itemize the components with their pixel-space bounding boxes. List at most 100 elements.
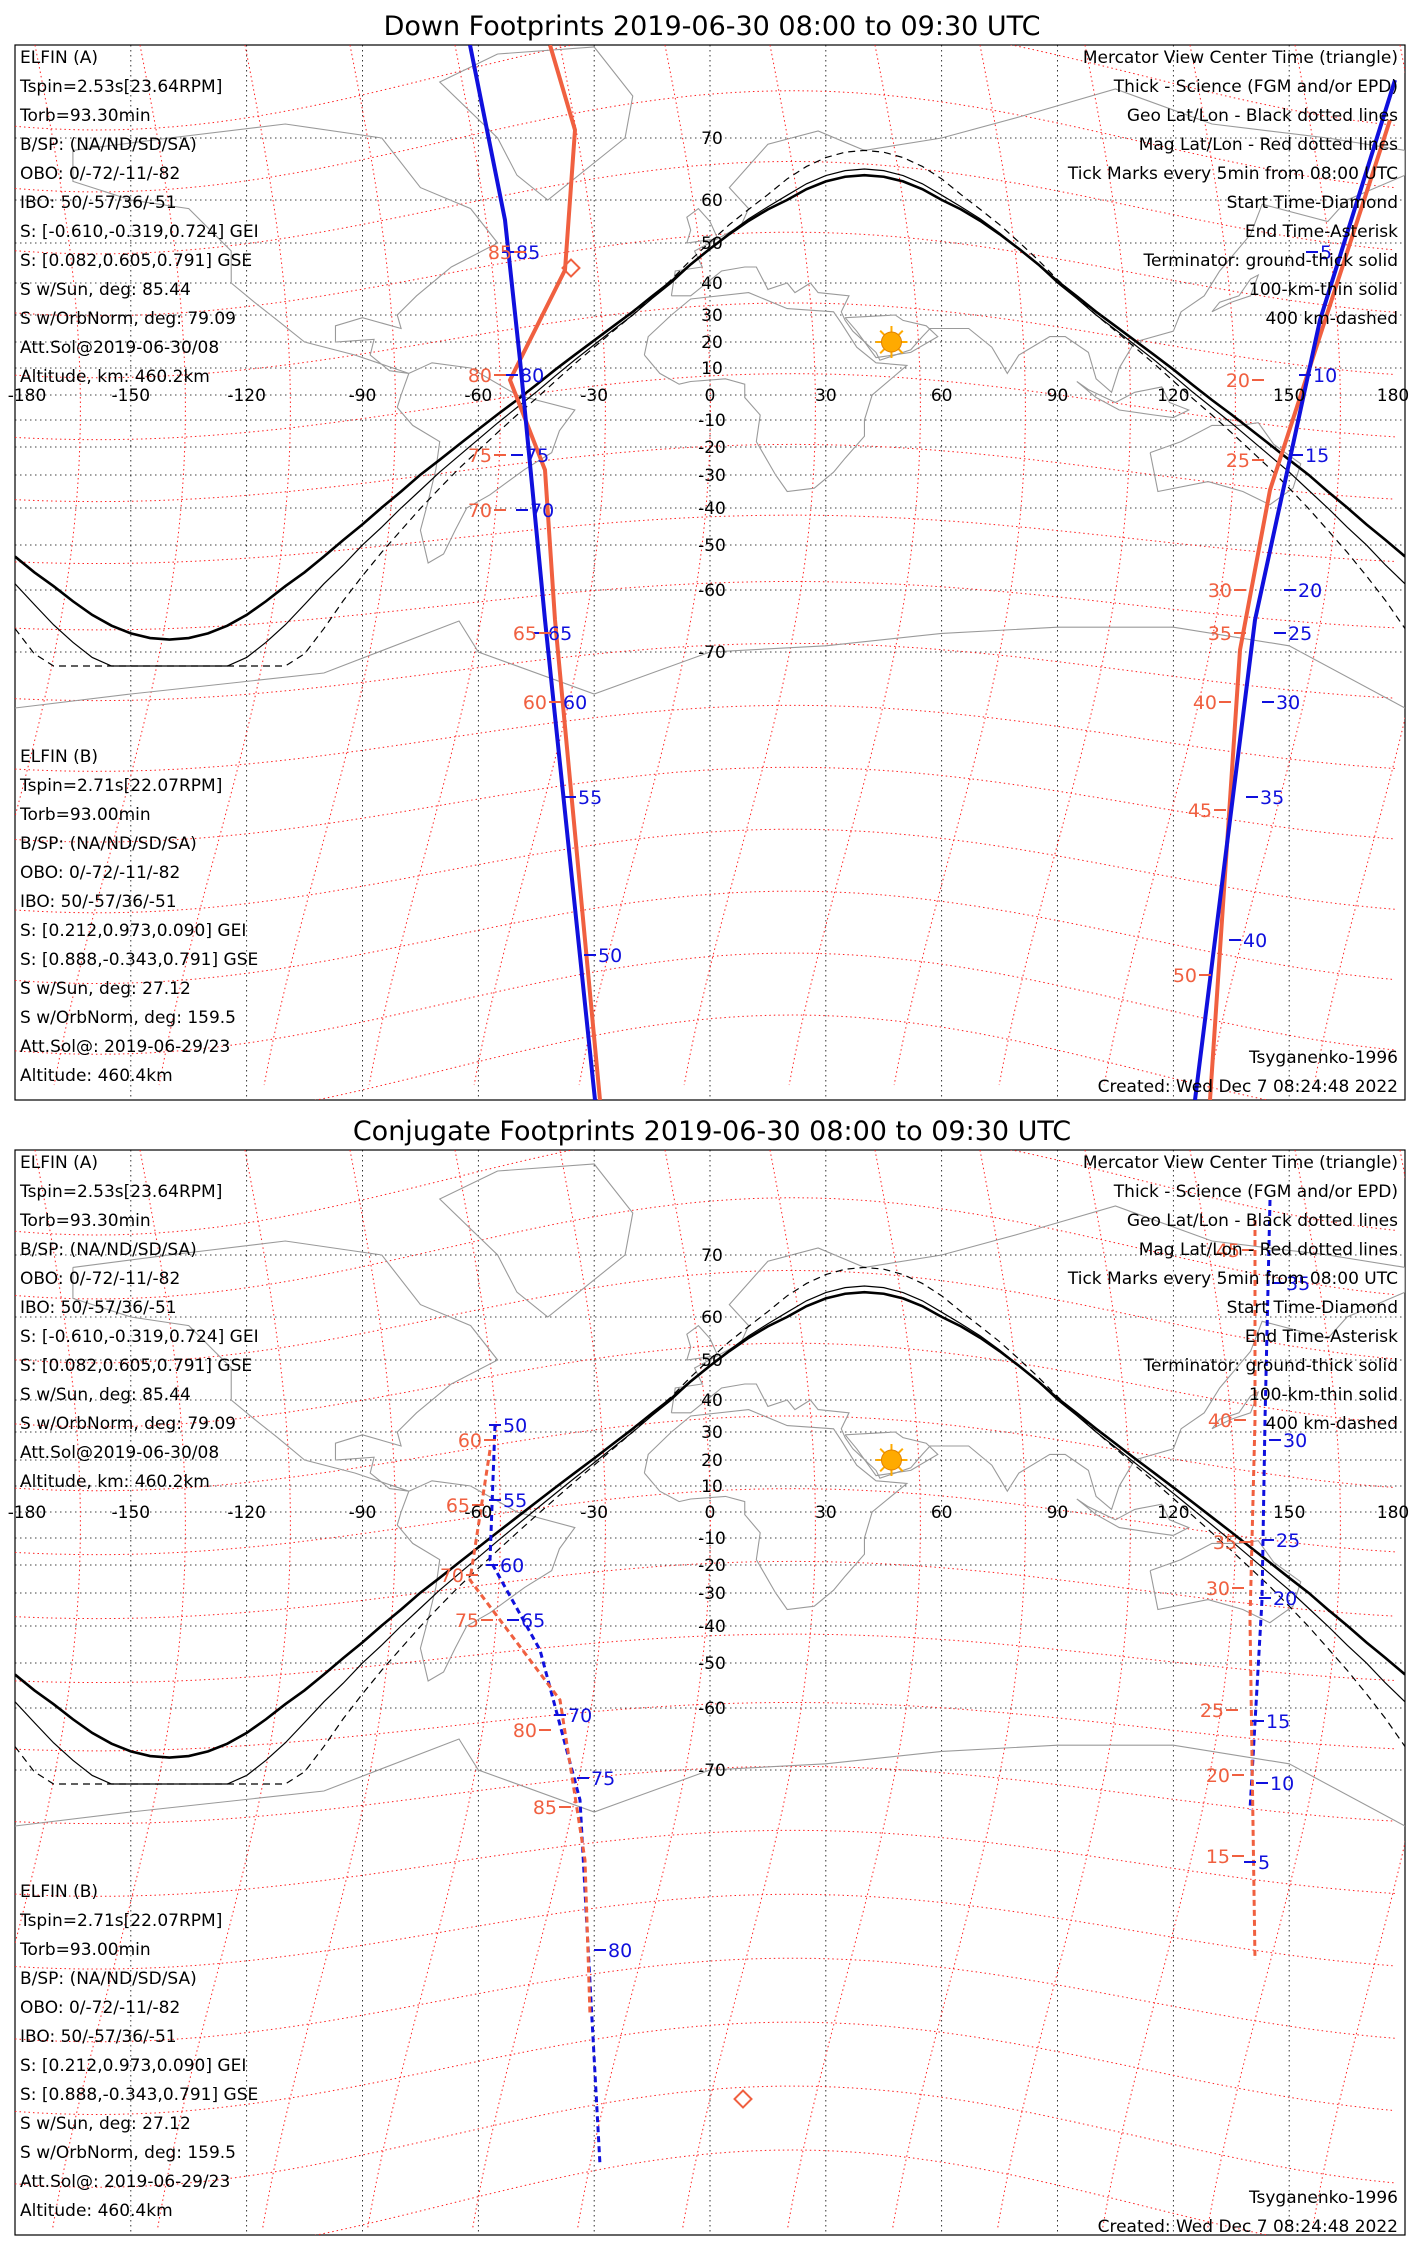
lat-tick-label: -40 xyxy=(698,1617,726,1637)
lat-tick-label: -30 xyxy=(698,466,726,486)
lon-tick-label: -150 xyxy=(112,1503,151,1523)
elfin-a-info-line: IBO: 50/-57/36/-51 xyxy=(20,193,177,213)
elfin-a-info: ELFIN (A) Tspin=2.53s[23.64RPM] Torb=93.30… xyxy=(19,48,259,387)
elfin-b-track xyxy=(468,1449,592,2016)
elfin-a-tick-label: 55 xyxy=(503,1490,527,1512)
lon-tick-label: 90 xyxy=(1047,386,1069,406)
elfin-b-info-line: OBO: 0/-72/-11/-82 xyxy=(20,1998,180,2018)
south-america-coastline xyxy=(396,362,576,564)
elfin-a-info-line: Torb=93.30min xyxy=(19,1211,151,1231)
elfin-b-info-line: S w/OrbNorm, deg: 159.5 xyxy=(20,1008,236,1028)
mag-parallel xyxy=(15,2021,1396,2116)
elfin-b-info-line: S: [0.212,0.973,0.090] GEI xyxy=(20,2056,246,2076)
elfin-a-info-line: S w/Sun, deg: 85.44 xyxy=(20,280,191,300)
mag-parallel xyxy=(15,952,1396,1055)
lon-tick-label: 60 xyxy=(931,1503,953,1523)
elfin-a-tick-label: 5 xyxy=(1258,1852,1270,1874)
elfin-b-tick-label: 65 xyxy=(446,1495,470,1517)
mag-parallel xyxy=(15,45,1396,131)
elfin-b-info-line: OBO: 0/-72/-11/-82 xyxy=(20,863,180,883)
elfin-b-tick-label: 75 xyxy=(455,1610,479,1632)
elfin-a-tick-label: 20 xyxy=(1273,1588,1297,1610)
start-diamond xyxy=(561,258,581,278)
elfin-a-label: ELFIN (A) xyxy=(20,1153,98,1173)
legend-line: 400 km-dashed xyxy=(1266,309,1398,329)
elfin-b-info-line: S w/Sun, deg: 27.12 xyxy=(20,2114,191,2134)
lon-tick-label: -90 xyxy=(349,1503,377,1523)
mag-parallel xyxy=(15,1957,1396,2043)
mag-parallel xyxy=(15,1488,1396,1556)
lon-tick-label: -120 xyxy=(227,1503,266,1523)
terminator-400km xyxy=(15,1266,1405,1785)
elfin-b-tick-label: 85 xyxy=(488,242,512,264)
elfin-b-info-line: Tspin=2.71s[22.07RPM] xyxy=(19,776,222,796)
australia-coastline xyxy=(1149,1540,1302,1624)
lat-tick-label: -50 xyxy=(698,1654,726,1674)
north-america-coastline xyxy=(72,123,499,374)
legend-line: Tick Marks every 5min from 08:00 UTC xyxy=(1067,164,1398,184)
lat-tick-label: 20 xyxy=(701,1451,723,1471)
terminator-400km xyxy=(15,149,1405,667)
sun-icon xyxy=(875,326,908,358)
lat-tick-label: -60 xyxy=(698,581,726,601)
legend-line: 100-km-thin solid xyxy=(1249,1385,1398,1405)
lon-tick-label: 60 xyxy=(931,386,953,406)
uk-coastline xyxy=(686,1324,719,1361)
legend-line: Thick - Science (FGM and/or EPD) xyxy=(1113,77,1398,97)
elfin-b-tick-label: 60 xyxy=(458,1430,482,1452)
elfin-a-track xyxy=(468,45,597,1100)
lon-tick-label: 120 xyxy=(1157,386,1189,406)
lon-tick-label: 90 xyxy=(1047,1503,1069,1523)
model-label: Tsyganenko-1996 xyxy=(1248,2188,1398,2208)
elfin-a-info-line: OBO: 0/-72/-11/-82 xyxy=(20,1269,180,1289)
legend-line: Mag Lat/Lon - Red dotted lines xyxy=(1139,1240,1398,1260)
lat-tick-label: -20 xyxy=(698,438,726,458)
elfin-b-track xyxy=(507,45,602,1100)
lat-tick-label: -20 xyxy=(698,1556,726,1576)
elfin-a-info-line: Altitude, km: 460.2km xyxy=(20,367,210,387)
mag-meridian xyxy=(578,45,711,1086)
legend-line: Start Time-Diamond xyxy=(1227,1298,1398,1318)
legend-line: Terminator: ground-thick solid xyxy=(1142,1356,1398,1376)
elfin-a-info-line: Att.Sol@2019-06-30/08 xyxy=(20,1443,219,1463)
mag-parallel xyxy=(15,231,1396,317)
elfin-a-tick-label: 40 xyxy=(1243,930,1267,952)
lon-tick-label: 0 xyxy=(705,1503,716,1523)
elfin-a-tick-label: 65 xyxy=(521,1610,545,1632)
arabia-coastline xyxy=(844,1431,939,1477)
mag-meridian xyxy=(263,45,396,1086)
africa-coastline xyxy=(643,1409,909,1611)
footprint-tracks: 85 80 75 70 65 60 55 50 5 10 15 20 25 30 35 40 85 80 75 70 6… xyxy=(468,45,1397,1100)
created-label: Created: Wed Dec 7 08:24:48 2022 xyxy=(1098,1077,1398,1097)
elfin-b-tick-label: 35 xyxy=(1213,1532,1237,1554)
lat-tick-label: -70 xyxy=(698,643,726,663)
mag-parallel xyxy=(15,1765,1396,1825)
mag-meridian xyxy=(368,45,501,1086)
elfin-a-tick-label: 15 xyxy=(1266,1711,1290,1733)
legend-line: End Time-Asterisk xyxy=(1245,222,1398,242)
elfin-a-tick-label: 65 xyxy=(548,623,572,645)
elfin-b-info-line: S: [0.888,-0.343,0.791] GSE xyxy=(20,950,258,970)
elfin-a-tick-label: 30 xyxy=(1283,1430,1307,1452)
mag-parallel xyxy=(15,1197,1396,1300)
lat-tick-label: -10 xyxy=(698,1529,726,1549)
elfin-b-info-line: S: [0.888,-0.343,0.791] GSE xyxy=(20,2085,258,2105)
lat-tick-label: 40 xyxy=(701,274,723,294)
elfin-a-track xyxy=(1248,1199,1272,1811)
legend-line: Thick - Science (FGM and/or EPD) xyxy=(1113,1182,1398,1202)
terminator-100km xyxy=(15,168,1405,667)
legend-line: Mercator View Center Time (triangle) xyxy=(1083,48,1398,68)
elfin-a-info-line: Tspin=2.53s[23.64RPM] xyxy=(19,1182,222,1202)
elfin-a-tick-label: 60 xyxy=(563,692,587,714)
elfin-a-info-line: IBO: 50/-57/36/-51 xyxy=(20,1298,177,1318)
lat-tick-label: 10 xyxy=(701,359,723,379)
mag-parallel xyxy=(15,1829,1396,1897)
legend-line: 400 km-dashed xyxy=(1266,1414,1398,1434)
elfin-b-tick-label: 60 xyxy=(523,692,547,714)
elfin-b-tick-label: 45 xyxy=(1216,1240,1240,1262)
elfin-a-tick-label: 50 xyxy=(503,1415,527,1437)
elfin-b-tick-label: 80 xyxy=(468,365,492,387)
lon-tick-label: -150 xyxy=(112,386,151,406)
elfin-a-info-line: OBO: 0/-72/-11/-82 xyxy=(20,164,180,184)
